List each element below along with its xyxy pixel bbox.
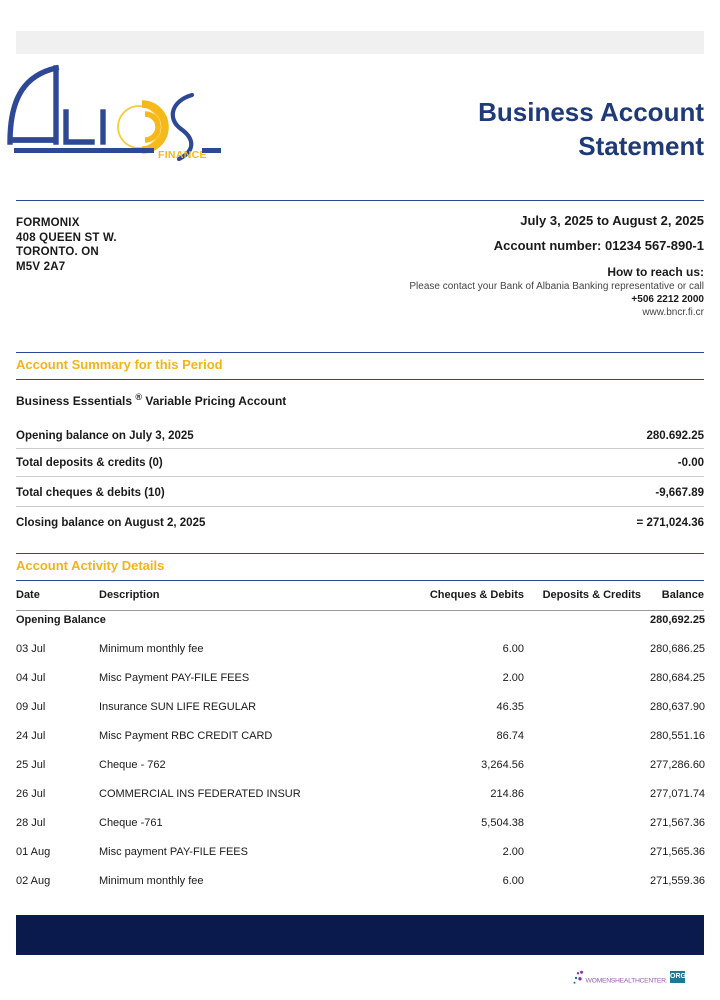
svg-text:WOMENSHEALTHCENTER.: WOMENSHEALTHCENTER. xyxy=(586,977,668,984)
